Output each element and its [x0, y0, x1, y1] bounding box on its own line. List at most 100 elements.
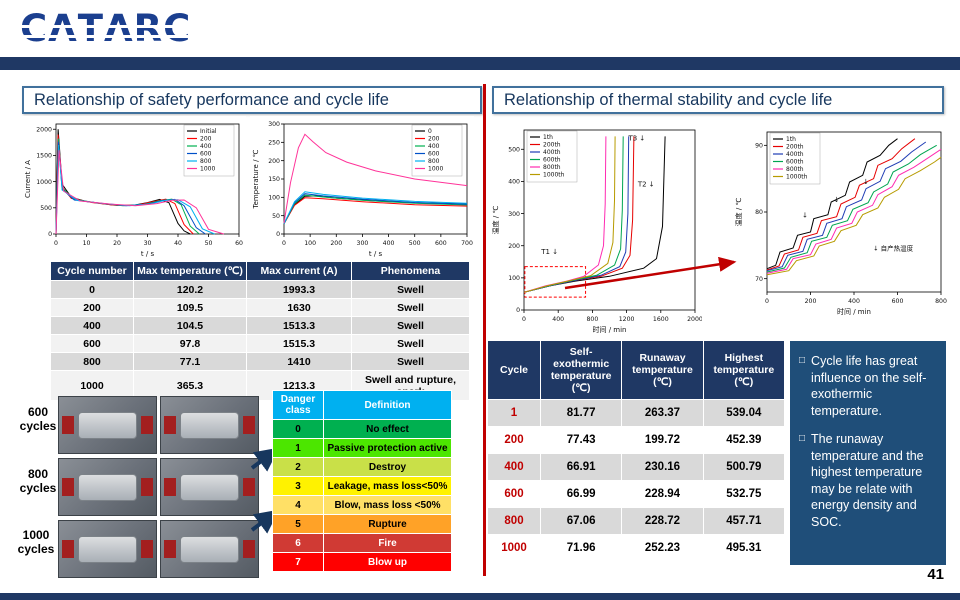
table-cell: 600: [50, 334, 134, 353]
table-row: 2 Destroy: [272, 457, 452, 477]
svg-text:50: 50: [272, 213, 280, 220]
svg-text:200th: 200th: [543, 142, 561, 149]
svg-text:50: 50: [205, 240, 213, 247]
table-cell: 5: [272, 514, 324, 534]
table-cell: 81.77: [539, 399, 623, 427]
table-cell: Passive protection active: [323, 438, 452, 458]
svg-text:400th: 400th: [543, 149, 561, 156]
svg-text:800: 800: [586, 316, 598, 323]
table-cell: 0: [50, 280, 134, 299]
svg-text:150: 150: [268, 176, 280, 183]
svg-text:0: 0: [54, 240, 58, 247]
table-cell: 230.16: [621, 453, 704, 481]
svg-text:800th: 800th: [543, 164, 561, 171]
table-cell: 109.5: [133, 298, 247, 317]
svg-text:100: 100: [268, 195, 280, 202]
column-header: Max current (A): [246, 261, 352, 281]
svg-text:t / s: t / s: [141, 250, 155, 258]
thermal-runaway-chart: 0 400 800 1200 1600 2000 0 100 200 300 400 500 时间 / …: [490, 122, 702, 334]
svg-text:10: 10: [83, 240, 91, 247]
battery-cell-photo: [160, 396, 259, 454]
svg-text:t / s: t / s: [369, 250, 383, 258]
table-row: 1 81.77 263.37 539.04: [487, 399, 786, 427]
table-row: 800 77.1 1410 Swell: [50, 352, 470, 371]
table-cell: 228.72: [621, 507, 704, 535]
table-cell: 7: [272, 552, 324, 572]
column-header: Highest temperature (℃): [702, 340, 786, 400]
table-row: 1000 71.96 252.23 495.31: [487, 534, 786, 562]
note-item: □ The runaway temperature and the highes…: [799, 431, 937, 530]
column-header: Danger class: [272, 390, 324, 420]
svg-text:600: 600: [892, 298, 904, 305]
table-row: 200 109.5 1630 Swell: [50, 298, 470, 317]
svg-text:1600: 1600: [653, 316, 669, 323]
svg-text:800: 800: [200, 158, 212, 165]
table-cell: 228.94: [621, 480, 704, 508]
table-cell: 1: [487, 399, 541, 427]
table-cell: 4: [272, 495, 324, 515]
svg-text:1200: 1200: [619, 316, 635, 323]
table-row: 4 Blow, mass loss <50%: [272, 495, 452, 515]
table-cell: 1993.3: [246, 280, 352, 299]
svg-text:1th: 1th: [543, 134, 553, 141]
table-row: 7 Blow up: [272, 552, 452, 572]
svg-text:1th: 1th: [786, 136, 796, 143]
table-cell: 532.75: [702, 480, 786, 508]
catarc-logo: CΛTΛRC: [20, 4, 200, 54]
table-row: 6 Fire: [272, 533, 452, 553]
table-cell: 252.23: [621, 534, 704, 562]
table-row: 800 67.06 228.72 457.71: [487, 507, 786, 535]
table-cell: 500.79: [702, 453, 786, 481]
self-heating-zoom-chart: 0 200 400 600 800 70 80 90 时间 / min 温度 / ℃ ↓ ↓ ↓ ↓ 自产…: [733, 124, 948, 316]
svg-text:温度 / ℃: 温度 / ℃: [734, 198, 743, 227]
page-number: 41: [927, 566, 944, 583]
table-row: 600 97.8 1515.3 Swell: [50, 334, 470, 353]
svg-text:400th: 400th: [786, 151, 804, 158]
svg-text:1000: 1000: [428, 166, 443, 173]
svg-text:600th: 600th: [543, 157, 561, 164]
logo-text: CΛTΛRC: [20, 7, 192, 50]
square-bullet-icon: □: [799, 355, 806, 366]
table-cell: 0: [272, 419, 324, 439]
table-cell: 263.37: [621, 399, 704, 427]
table-cell: 66.91: [539, 453, 623, 481]
table-cell: Rupture: [323, 514, 452, 534]
table-row: 600 66.99 228.94 532.75: [487, 480, 786, 508]
svg-text:Current / A: Current / A: [24, 160, 32, 198]
column-header: Definition: [323, 390, 452, 420]
table-cell: Blow, mass loss <50%: [323, 495, 452, 515]
thermal-stability-table: Cycle Self-exothermic temperature (℃) Runa…: [487, 340, 786, 562]
square-bullet-icon: □: [799, 433, 806, 444]
svg-text:↓: ↓: [802, 211, 808, 219]
svg-text:80: 80: [755, 209, 763, 216]
battery-cell-photo: [58, 520, 157, 578]
svg-text:温度 / ℃: 温度 / ℃: [491, 206, 500, 235]
svg-text:100: 100: [508, 275, 520, 282]
table-cell: 1515.3: [246, 334, 352, 353]
svg-text:1000: 1000: [200, 166, 215, 173]
table-cell: 67.06: [539, 507, 623, 535]
svg-text:2000: 2000: [36, 126, 52, 133]
svg-text:500: 500: [40, 205, 52, 212]
table-cell: Swell: [351, 298, 470, 317]
svg-text:0: 0: [522, 316, 526, 323]
cycle-photos-label-800: 800 cycles: [19, 467, 57, 495]
table-row: 5 Rupture: [272, 514, 452, 534]
table-row: 3 Leakage, mass loss<50%: [272, 476, 452, 496]
battery-cell-photo: [58, 458, 157, 516]
svg-text:T3 ↓: T3 ↓: [627, 134, 645, 142]
table-cell: 1410: [246, 352, 352, 371]
svg-text:400: 400: [200, 143, 212, 150]
battery-cell-photo: [160, 520, 259, 578]
table-cell: 1513.3: [246, 316, 352, 335]
svg-text:500: 500: [409, 240, 421, 247]
svg-text:200: 200: [268, 158, 280, 165]
svg-text:1000: 1000: [36, 179, 52, 186]
table-cell: Swell: [351, 352, 470, 371]
table-cell: 200: [487, 426, 541, 454]
svg-text:90: 90: [755, 143, 763, 150]
table-row: 0 120.2 1993.3 Swell: [50, 280, 470, 299]
note-item: □ Cycle life has great influence on the …: [799, 353, 937, 419]
note-text: The runaway temperature and the highest …: [811, 432, 924, 529]
